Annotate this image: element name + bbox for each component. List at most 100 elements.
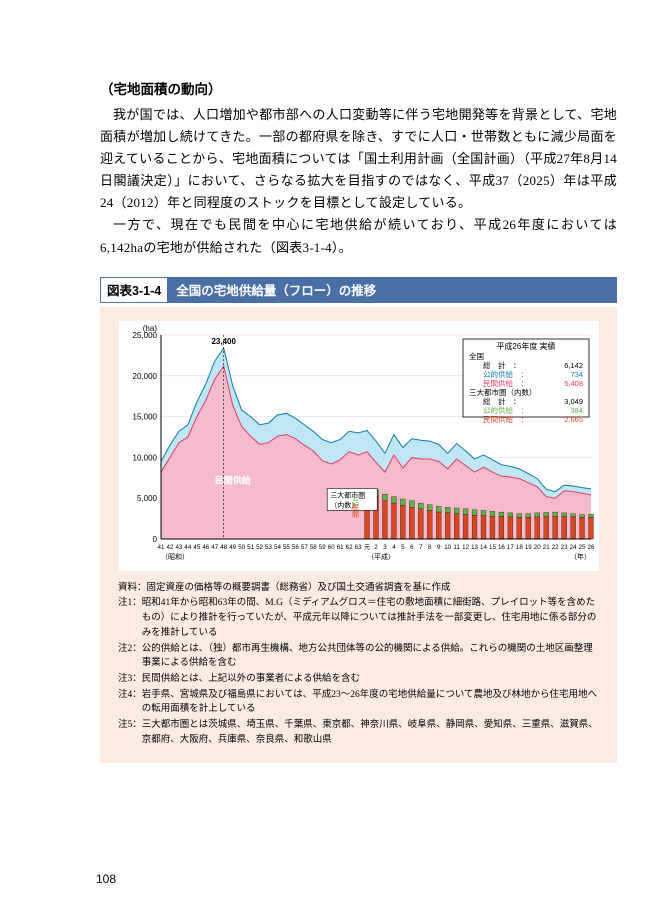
svg-text:52: 52: [256, 544, 263, 551]
body-text: 我が国では、人口増加や都市部への人口変動等に伴う宅地開発等を背景として、宅地面積…: [100, 104, 617, 259]
svg-text:12: 12: [462, 544, 469, 551]
svg-text:元: 元: [363, 544, 369, 551]
figure-header: 図表3-1-4 全国の宅地供給量（フロー）の推移: [100, 277, 617, 303]
svg-text:59: 59: [318, 544, 325, 551]
svg-text:（年）: （年）: [570, 552, 591, 561]
svg-text:9: 9: [436, 544, 440, 551]
svg-text:50: 50: [238, 544, 245, 551]
note-label: 資料：: [118, 581, 147, 596]
svg-text:8: 8: [428, 544, 432, 551]
svg-text:総 計 ：: 総 計 ：: [483, 396, 521, 406]
svg-text:51: 51: [247, 544, 254, 551]
svg-text:20,000: 20,000: [132, 371, 157, 380]
svg-text:26: 26: [587, 544, 594, 551]
svg-text:（平成）: （平成）: [367, 552, 395, 561]
note-text: 固定資産の価格等の概要調書（総務省）及び国土交通省調査を基に作成: [147, 581, 599, 596]
para-1: 我が国では、人口増加や都市部への人口変動等に伴う宅地開発等を背景として、宅地面積…: [100, 104, 617, 214]
svg-text:2: 2: [374, 544, 378, 551]
svg-text:三大都市圏（内数）: 三大都市圏（内数）: [469, 387, 537, 397]
svg-text:62: 62: [345, 544, 352, 551]
svg-text:17: 17: [506, 544, 513, 551]
svg-text:54: 54: [274, 544, 281, 551]
svg-text:7: 7: [419, 544, 423, 551]
svg-text:0: 0: [152, 535, 157, 544]
svg-text:41: 41: [157, 544, 164, 551]
svg-text:16: 16: [497, 544, 504, 551]
svg-text:6: 6: [410, 544, 414, 551]
svg-text:53: 53: [265, 544, 272, 551]
svg-text:47: 47: [211, 544, 218, 551]
svg-text:384: 384: [570, 406, 583, 415]
svg-text:48: 48: [220, 544, 227, 551]
chart-svg: 05,00010,00015,00020,00025,000(ha)414243…: [119, 321, 599, 571]
svg-text:民間供給 ：: 民間供給 ：: [483, 414, 528, 424]
svg-text:公的供給 ：: 公的供給 ：: [483, 369, 528, 379]
svg-text:18: 18: [515, 544, 522, 551]
figure-number: 図表3-1-4: [101, 278, 168, 302]
svg-text:63: 63: [354, 544, 361, 551]
svg-text:6,142: 6,142: [564, 361, 583, 370]
svg-text:58: 58: [309, 544, 316, 551]
svg-text:(ha): (ha): [142, 324, 157, 333]
svg-text:（昭和）: （昭和）: [161, 552, 189, 561]
svg-text:43: 43: [175, 544, 182, 551]
note-text: 三大都市圏とは茨城県、埼玉県、千葉県、東京都、神奈川県、岐阜県、静岡県、愛知県、…: [142, 718, 599, 747]
section-title: （宅地面積の動向）: [100, 78, 617, 98]
svg-text:24: 24: [569, 544, 576, 551]
svg-text:5,408: 5,408: [564, 379, 583, 388]
svg-text:25: 25: [578, 544, 585, 551]
svg-text:5,000: 5,000: [136, 494, 157, 503]
note-label: 注2：: [118, 642, 142, 671]
svg-text:57: 57: [300, 544, 307, 551]
svg-text:44: 44: [184, 544, 191, 551]
svg-text:22: 22: [551, 544, 558, 551]
figure-title: 全国の宅地供給量（フロー）の推移: [168, 278, 616, 302]
svg-text:公的供給 ：: 公的供給 ：: [483, 405, 528, 415]
svg-text:61: 61: [336, 544, 343, 551]
svg-text:総 計 ：: 総 計 ：: [483, 360, 521, 370]
chart-panel: 05,00010,00015,00020,00025,000(ha)414243…: [100, 307, 617, 763]
svg-text:734: 734: [570, 370, 583, 379]
note-text: 民間供給とは、上記以外の事業者による供給を含む: [142, 672, 599, 687]
note-label: 注5：: [118, 718, 142, 747]
svg-text:42: 42: [166, 544, 173, 551]
svg-text:20: 20: [533, 544, 540, 551]
page-number: 108: [96, 872, 116, 886]
svg-text:45: 45: [193, 544, 200, 551]
svg-text:23,400: 23,400: [211, 337, 236, 346]
svg-text:10,000: 10,000: [132, 453, 157, 462]
svg-text:全国: 全国: [469, 351, 484, 361]
svg-text:民間: 民間: [351, 503, 359, 518]
svg-text:23: 23: [560, 544, 567, 551]
svg-text:49: 49: [229, 544, 236, 551]
note-text: 公的供給とは、（独）都市再生機構、地方公共団体等の公的機関による供給。これらの機…: [142, 642, 599, 671]
note-label: 注4：: [118, 688, 142, 717]
svg-text:60: 60: [327, 544, 334, 551]
svg-text:11: 11: [453, 544, 460, 551]
svg-text:14: 14: [480, 544, 487, 551]
note-text: 昭和41年から昭和63年の間、M.G（ミディアムグロス＝住宅の敷地面積に細街路、…: [142, 596, 599, 640]
svg-text:10: 10: [444, 544, 451, 551]
svg-text:21: 21: [542, 544, 549, 551]
svg-text:民間供給 ：: 民間供給 ：: [483, 378, 528, 388]
svg-text:3,049: 3,049: [564, 397, 583, 406]
svg-text:55: 55: [282, 544, 289, 551]
figure-notes: 資料：固定資産の価格等の概要調書（総務省）及び国土交通省調査を基に作成注1：昭和…: [118, 581, 599, 748]
svg-text:民間供給: 民間供給: [214, 474, 251, 485]
svg-text:56: 56: [291, 544, 298, 551]
svg-text:19: 19: [524, 544, 531, 551]
svg-text:5: 5: [401, 544, 405, 551]
svg-text:15: 15: [489, 544, 496, 551]
svg-text:4: 4: [392, 544, 396, 551]
svg-text:15,000: 15,000: [132, 412, 157, 421]
svg-text:46: 46: [202, 544, 209, 551]
note-label: 注1：: [118, 596, 142, 640]
svg-text:13: 13: [471, 544, 478, 551]
note-label: 注3：: [118, 672, 142, 687]
note-text: 岩手県、宮城県及び福島県においては、平成23～26年度の宅地供給量について農地及…: [142, 688, 599, 717]
svg-text:平成26年度 実績: 平成26年度 実績: [496, 341, 555, 351]
svg-text:2,665: 2,665: [564, 415, 583, 424]
svg-text:3: 3: [383, 544, 387, 551]
svg-text:公的供給: 公的供給: [238, 387, 275, 398]
svg-text:三大都市圏: 三大都市圏: [330, 490, 365, 499]
